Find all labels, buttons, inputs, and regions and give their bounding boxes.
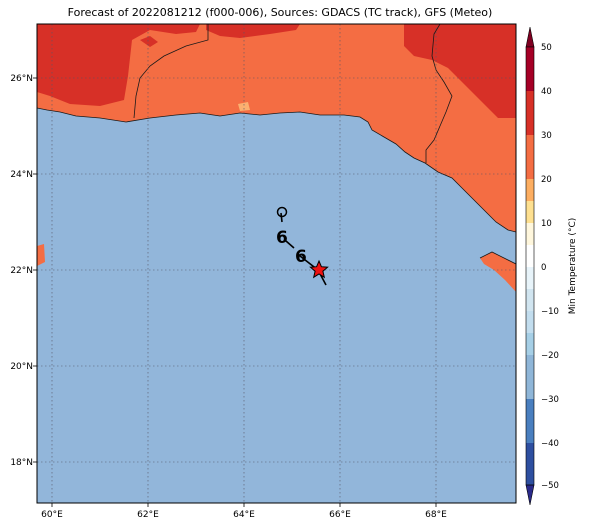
lat-tick-label: 24°N <box>10 170 33 180</box>
lat-tick-label: 22°N <box>10 266 33 276</box>
colorbar-segment <box>526 355 534 399</box>
colorbar-segment <box>526 91 534 135</box>
hot-zone-northeast <box>404 24 516 118</box>
colorbar-segment <box>526 289 534 311</box>
cyclone-icon-2: 6 <box>295 247 307 267</box>
lat-tick-label: 20°N <box>10 362 33 372</box>
colorbar-tick-label: 0 <box>541 263 546 273</box>
colorbar-segment <box>526 333 534 355</box>
land-area-southeast <box>480 252 516 292</box>
current-position-star-icon <box>309 259 329 279</box>
colorbar-frame <box>525 46 535 486</box>
lat-tick-label: 18°N <box>10 458 33 468</box>
land-area-west <box>37 244 45 266</box>
hot-zone-northwest <box>37 24 200 106</box>
colorbar-segment <box>526 245 534 267</box>
colorbar-segment <box>526 443 534 485</box>
country-border <box>133 24 209 119</box>
cyclone-icon: 6 <box>276 228 288 248</box>
land-area <box>37 24 516 232</box>
mild-zone <box>238 102 250 111</box>
lon-tick-label: 68°E <box>425 510 447 520</box>
lon-tick-label: 66°E <box>329 510 351 520</box>
colorbar-tick-label: 10 <box>541 219 552 229</box>
colorbar-tick-label: 20 <box>541 175 552 185</box>
colorbar-segment <box>526 201 534 223</box>
colorbar-tick-label: 30 <box>541 131 552 141</box>
colorbar-top-cap <box>525 26 535 48</box>
hot-zone-small <box>140 36 158 47</box>
hot-zone-north <box>206 24 300 38</box>
colorbar-segment <box>526 223 534 245</box>
lon-tick-label: 62°E <box>137 510 159 520</box>
coastline-southeast <box>479 251 516 265</box>
colorbar-segment <box>526 267 534 289</box>
colorbar-segment <box>526 311 534 333</box>
colorbar-tick-label: 50 <box>541 43 552 53</box>
coastline <box>37 107 516 233</box>
colorbar-tick-label: −10 <box>541 307 559 317</box>
colorbar-tick-label: −50 <box>541 481 559 491</box>
colorbar-tick-label: −40 <box>541 439 559 449</box>
map-plot-area: 6 6 <box>37 24 516 503</box>
lon-tick-label: 64°E <box>233 510 255 520</box>
map-title: Forecast of 2022081212 (f000-006), Sourc… <box>67 6 493 19</box>
tick-marks <box>33 77 437 507</box>
lat-tick-label: 26°N <box>10 74 33 84</box>
colorbar-tick-label: −30 <box>541 395 559 405</box>
plot-frame <box>36 23 517 504</box>
colorbar-segment <box>526 47 534 91</box>
colorbar-label: Min Temperature (°C) <box>568 218 578 315</box>
colorbar-segment <box>526 135 534 179</box>
country-border-east <box>425 24 453 163</box>
tc-position-marker <box>276 206 288 218</box>
colorbar-tick-label: 40 <box>541 87 552 97</box>
colorbar-segment <box>526 399 534 443</box>
lon-tick-label: 60°E <box>41 510 63 520</box>
colorbar-tick-label: −20 <box>541 351 559 361</box>
colorbar-bottom-cap <box>525 484 535 506</box>
colorbar-segment <box>526 179 534 201</box>
colorbar: 50 40 30 20 10 0 −10 −20 −30 −40 −50 Min… <box>525 26 578 506</box>
